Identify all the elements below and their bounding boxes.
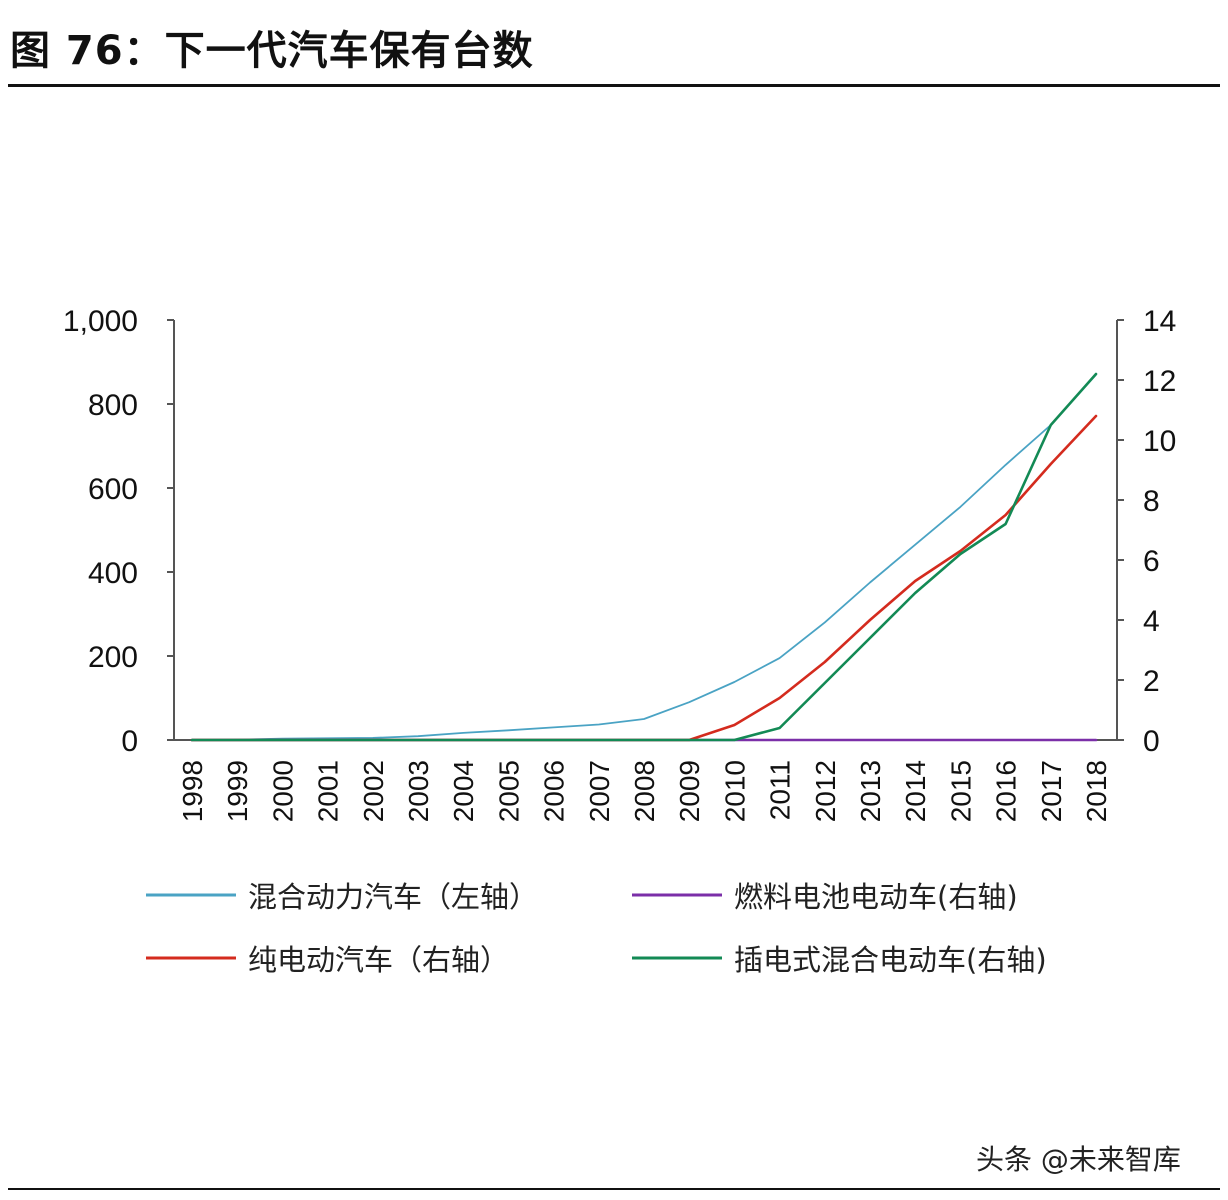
- y-tick-label-left: 200: [88, 641, 138, 674]
- y-tick-label-right: 12: [1143, 365, 1176, 398]
- legend-label: 燃料电池电动车(右轴): [734, 880, 1018, 914]
- chart-plot-area: [190, 372, 1098, 742]
- x-tick-label: 2002: [358, 760, 389, 822]
- x-tick-label: 2011: [765, 760, 796, 820]
- x-tick-label: 2016: [991, 760, 1022, 822]
- x-tick-label: 2000: [267, 760, 298, 822]
- title-rule: [8, 84, 1220, 87]
- y-tick-label-right: 14: [1143, 305, 1176, 338]
- x-tick-label: 2014: [900, 760, 931, 822]
- y-tick-label-left: 400: [88, 557, 138, 590]
- y-tick-label-left: 0: [121, 725, 138, 758]
- series-line: [191, 373, 1097, 741]
- y-tick-label-right: 0: [1143, 725, 1160, 758]
- y-tick-label-left: 800: [88, 389, 138, 422]
- x-tick-label: 2001: [313, 760, 344, 822]
- x-tick-label: 2012: [810, 760, 841, 822]
- watermark: 头条 @未来智库: [976, 1143, 1181, 1176]
- series-line: [190, 372, 1098, 742]
- x-tick-label: 2007: [584, 760, 615, 822]
- series-line: [190, 414, 1098, 742]
- legend-label: 混合动力汽车（左轴）: [248, 880, 538, 914]
- figure-title: 图 76：下一代汽车保有台数: [10, 28, 534, 74]
- x-tick-label: 1998: [177, 760, 208, 822]
- x-tick-label: 2008: [629, 760, 660, 822]
- y-tick-label-right: 6: [1143, 545, 1160, 578]
- x-tick-label: 2018: [1081, 760, 1112, 822]
- x-tick-label: 2006: [539, 760, 570, 822]
- bottom-rule: [8, 1188, 1220, 1190]
- y-tick-label-right: 10: [1143, 425, 1176, 458]
- y-tick-label-right: 2: [1143, 665, 1160, 698]
- legend-label: 纯电动汽车（右轴）: [248, 943, 509, 977]
- legend-label: 插电式混合电动车(右轴): [734, 943, 1047, 977]
- x-tick-label: 2003: [403, 760, 434, 822]
- y-tick-label-left: 600: [88, 473, 138, 506]
- chart-axes: 0 200 400 600 800 1,000 0 2 4 6 8 10 12 14 1998 1999 200…: [63, 305, 1176, 822]
- x-tick-label: 2017: [1036, 760, 1067, 822]
- x-tick-label: 2004: [448, 760, 479, 822]
- x-tick-label: 2013: [855, 760, 886, 822]
- y-tick-label-left: 1,000: [63, 305, 138, 338]
- y-tick-label-right: 4: [1143, 605, 1160, 638]
- y-tick-label-right: 8: [1143, 485, 1160, 518]
- x-tick-label: 2015: [945, 760, 976, 822]
- x-tick-label: 1999: [222, 760, 253, 822]
- x-tick-label: 2009: [674, 760, 705, 822]
- x-tick-label: 2010: [719, 760, 750, 822]
- x-tick-label: 2005: [493, 760, 524, 822]
- chart-legend: 混合动力汽车（左轴） 燃料电池电动车(右轴) 纯电动汽车（右轴） 插电式混合电动车(右…: [146, 880, 1047, 977]
